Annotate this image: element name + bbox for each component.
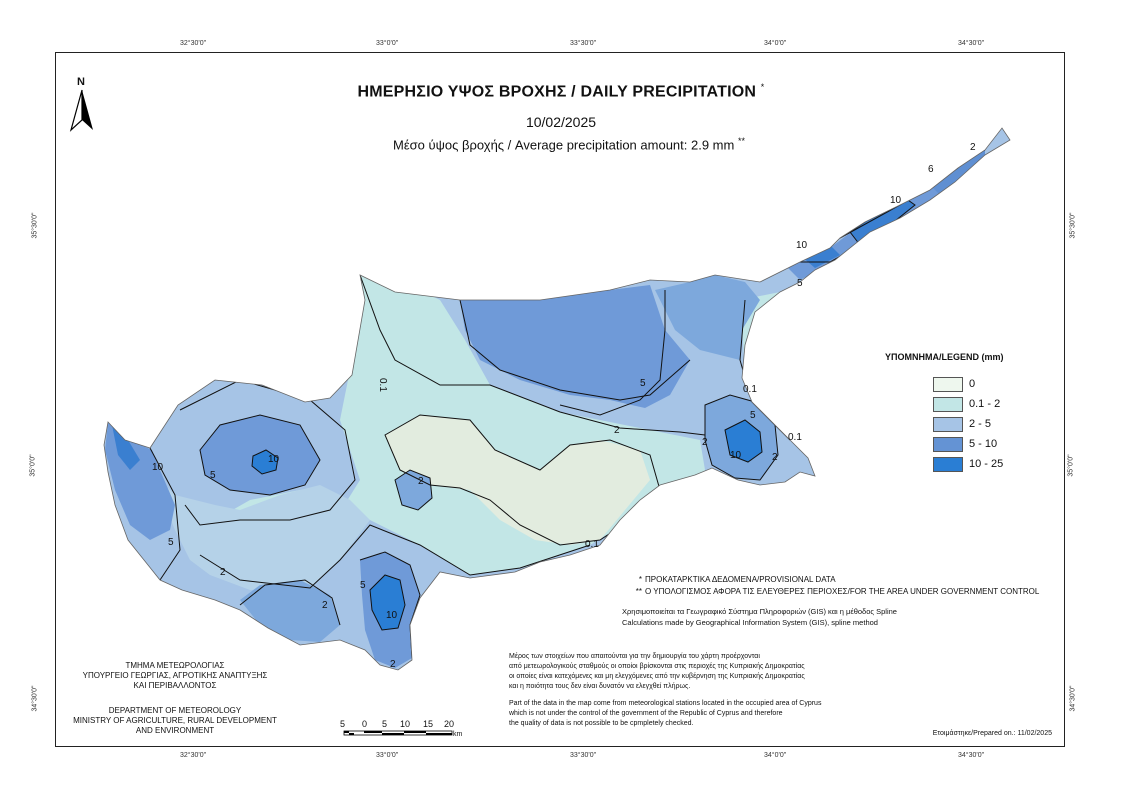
lon-tick-top: 32°30'0" — [180, 40, 207, 47]
lon-tick-bottom: 32°30'0" — [180, 752, 207, 759]
contour-label: 5 — [750, 410, 756, 421]
legend-swatch — [933, 456, 963, 472]
greek-data-note: Μέρος των στοιχείων που απαιτούνται για … — [509, 653, 805, 690]
gis-method-note: Χρησιμοποιείται τα Γεωγραφικό Σύστημα Πλ… — [622, 607, 897, 627]
north-arrow-icon — [69, 89, 93, 132]
scale-bar: 5 0 5 10 15 20 km — [340, 719, 463, 738]
scale-label: 10 — [400, 719, 410, 729]
english-data-note: Part of the data in the map come from me… — [509, 700, 822, 727]
contour-label: 10 — [268, 454, 280, 465]
footnote: ** Ο ΥΠΟΛΟΓΙΣΜΟΣ ΑΦΟΡΑ ΤΙΣ ΕΛΕΥΘΕΡΕΣ ΠΕΡΙ… — [635, 587, 1040, 596]
scale-label: 5 — [382, 719, 387, 729]
lon-tick-bottom: 33°0'0" — [376, 752, 399, 759]
department-english: DEPARTMENT OF METEOROLOGY MINISTRY OF AG… — [73, 706, 277, 735]
legend-item: 10 - 25 — [933, 454, 1004, 474]
contour-label: 0.1 — [743, 384, 757, 395]
contour-label: 0.1 — [788, 432, 802, 443]
legend-item: 5 - 10 — [933, 434, 1004, 454]
lon-tick-top: 34°30'0" — [958, 40, 985, 47]
footnote: * ΠΡΟΚΑΤΑΡΚΤΙΚΑ ΔΕΔΟΜΕΝΑ/PROVISIONAL DATA — [638, 575, 836, 584]
legend-item: 2 - 5 — [933, 414, 1004, 434]
scale-label: 15 — [423, 719, 433, 729]
department-greek: ΤΜΗΜΑ ΜΕΤΕΩΡΟΛΟΓΙΑΣ ΥΠΟΥΡΓΕΙΟ ΓΕΩΡΓΙΑΣ, … — [82, 661, 268, 690]
north-label: N — [77, 76, 85, 88]
contour-label: 10 — [890, 195, 902, 206]
legend-title: ΥΠΟΜΝΗΜΑ/LEGEND (mm) — [885, 352, 1004, 362]
prepared-on: Ετοιμάστηκε/Prepared on.: 11/02/2025 — [932, 730, 1052, 737]
lon-tick-bottom: 33°30'0" — [570, 752, 597, 759]
lon-tick-top: 33°0'0" — [376, 40, 399, 47]
lon-tick-bottom: 34°0'0" — [764, 752, 787, 759]
legend-item: 0.1 - 2 — [933, 394, 1004, 414]
map-title: ΗΜΕΡΗΣΙΟ ΥΨΟΣ ΒΡΟΧΗΣ / DAILY PRECIPITATI… — [357, 82, 765, 101]
contour-label: 5 — [360, 580, 366, 591]
legend-swatch — [933, 396, 963, 412]
contour-label: 2 — [390, 659, 396, 670]
contour-label: 2 — [322, 600, 328, 611]
contour-label: 6 — [928, 164, 934, 175]
contour-label: 10 — [796, 240, 808, 251]
contour-label: 2 — [418, 476, 424, 487]
contour-label: 10 — [152, 462, 164, 473]
scale-label: 0 — [362, 719, 367, 729]
legend-label: 10 - 25 — [969, 458, 1004, 470]
contour-label: 2 — [772, 452, 778, 463]
contour-label: 5 — [168, 537, 174, 548]
scale-unit: km — [453, 731, 463, 738]
average-precipitation: Μέσο ύψος βροχής / Average precipitation… — [393, 136, 745, 153]
legend-item: 0 — [933, 374, 1004, 394]
legend-swatch — [933, 436, 963, 452]
scale-label: 20 — [444, 719, 454, 729]
contour-label: 2 — [614, 425, 620, 436]
contour-label: 5 — [797, 278, 803, 289]
lon-tick-bottom: 34°30'0" — [958, 752, 985, 759]
contour-label: 2 — [970, 142, 976, 153]
scale-label: 5 — [340, 719, 345, 729]
contour-label: 0.1 — [377, 378, 388, 392]
contour-label: 0.1 — [585, 539, 599, 550]
map-legend: ΥΠΟΜΝΗΜΑ/LEGEND (mm) 0 0.1 - 2 2 - 5 5 -… — [885, 352, 1004, 474]
contour-label: 10 — [730, 450, 742, 461]
lon-tick-top: 33°30'0" — [570, 40, 597, 47]
legend-label: 0 — [969, 378, 976, 390]
legend-swatch — [933, 416, 963, 432]
footnotes: * ΠΡΟΚΑΤΑΡΚΤΙΚΑ ΔΕΔΟΜΕΝΑ/PROVISIONAL DATA… — [630, 574, 1040, 598]
contour-label: 2 — [220, 567, 226, 578]
legend-label: 5 - 10 — [969, 438, 998, 450]
contour-label: 5 — [640, 378, 646, 389]
map-date: 10/02/2025 — [525, 114, 597, 130]
contour-label: 2 — [702, 437, 708, 448]
legend-label: 2 - 5 — [969, 418, 992, 430]
contour-label: 10 — [386, 610, 398, 621]
legend-label: 0.1 - 2 — [969, 398, 1001, 410]
lon-tick-top: 34°0'0" — [764, 40, 787, 47]
contour-label: 5 — [210, 470, 216, 481]
legend-swatch — [933, 376, 963, 392]
